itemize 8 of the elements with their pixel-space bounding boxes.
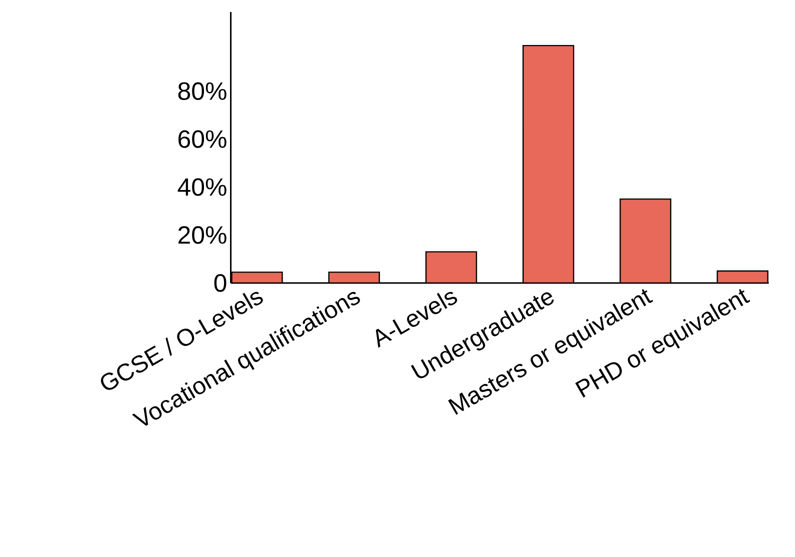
bar xyxy=(425,251,478,283)
bar xyxy=(620,198,672,283)
y-tick-label: 20% xyxy=(178,226,226,244)
y-tick-label: 0 xyxy=(214,274,226,292)
y-tick-label: 60% xyxy=(178,130,226,148)
bar xyxy=(522,44,574,283)
y-tick-label: 80% xyxy=(178,82,226,100)
y-tick-label: 40% xyxy=(178,178,226,196)
